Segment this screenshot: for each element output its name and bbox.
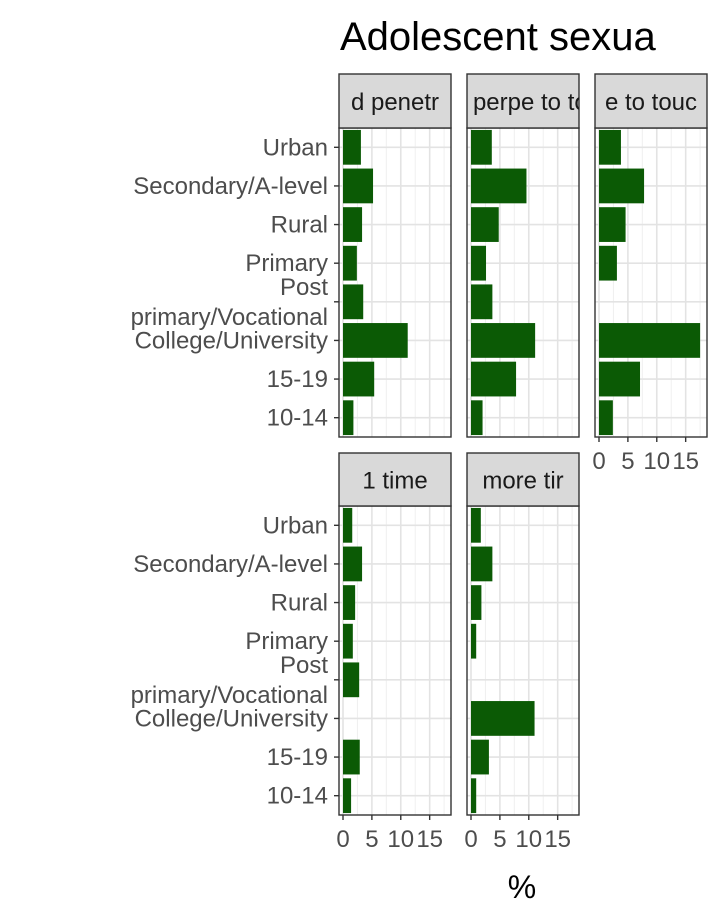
bar-college-university [599,323,701,358]
facet-strip [338,452,452,507]
facet-panel: but perpe to touc [433,73,613,438]
bar-urban [471,507,481,543]
bar-10-14 [343,400,354,436]
bar-post-primary-vocational [343,284,364,320]
bar-10-14 [471,778,477,814]
bar-post-primary-vocational [343,662,360,698]
bar-primary [471,623,477,659]
x-axis-label: % [508,869,536,905]
x-tick-label: 10 [643,448,670,475]
bar-15-19 [343,361,375,397]
y-tick-label: Primary [245,628,328,655]
y-tick-label: Post [280,652,328,679]
facet-strip [466,452,580,507]
y-tick-label: Urban [263,134,328,161]
y-tick-label: Rural [271,590,328,617]
y-tick-label: 10-14 [267,405,328,432]
bar-rural [599,207,626,242]
bar-rural [471,207,499,242]
facet-strip [338,73,452,129]
bar-15-19 [471,739,489,775]
bar-urban [471,129,492,165]
x-tick-label: 10 [515,826,542,853]
x-tick-label: 0 [464,826,477,853]
x-tick-label: 5 [493,826,506,853]
facet-panel: 1 time Urban Secondary/A-level Rural Primary… [131,452,452,853]
facet-panels: d penetr Urban Secondary/A-level Rural Prima… [131,73,708,853]
bar-rural [471,585,482,620]
facet-strip [594,73,708,129]
bar-primary [471,245,487,281]
y-tick-label: Urban [263,512,328,539]
y-tick-label: 15-19 [267,744,328,771]
y-tick-label: 15-19 [267,366,328,393]
x-tick-label: 0 [592,448,605,475]
y-tick-label: primary/Vocational [131,304,328,331]
bar-secondary-a-level [599,168,645,204]
bar-15-19 [471,361,517,397]
y-tick-label: College/University [135,327,328,354]
y-tick-label: College/University [135,705,328,732]
x-tick-label: 10 [387,826,414,853]
y-tick-label: Secondary/A-level [133,173,328,200]
bar-10-14 [343,778,352,814]
x-tick-label: 15 [672,448,699,475]
x-tick-label: 15 [544,826,571,853]
y-tick-label: Primary [245,250,328,277]
y-tick-label: Rural [271,212,328,239]
facet-strip-label: d penetr [351,89,439,116]
bar-rural [343,207,363,242]
x-tick-label: 15 [416,826,443,853]
x-tick-label: 5 [365,826,378,853]
facet-strip-label: 1 time [362,468,427,495]
bar-10-14 [599,400,613,436]
facet-strip-label: but perpe to touc [433,89,613,116]
facet-strip-label: more tir [482,468,563,495]
bar-urban [599,129,621,165]
bar-secondary-a-level [471,546,493,582]
bar-urban [343,129,361,165]
bar-10-14 [471,400,483,436]
bar-15-19 [599,361,641,397]
bar-secondary-a-level [343,546,363,582]
facet-strip-label: e to touc [605,89,697,116]
bar-college-university [343,323,408,358]
bar-post-primary-vocational [471,284,493,320]
bar-college-university [471,323,536,358]
y-tick-label: primary/Vocational [131,682,328,709]
chart-title: Adolescent sexua [340,15,657,59]
bar-primary [343,623,353,659]
bar-secondary-a-level [471,168,527,204]
bar-college-university [471,701,535,736]
y-tick-label: Post [280,274,328,301]
bar-rural [343,585,356,620]
y-tick-label: 10-14 [267,783,328,810]
bar-primary [343,245,357,281]
facet-panel: d penetr Urban Secondary/A-level Rural Prima… [131,73,452,438]
bar-15-19 [343,739,360,775]
bar-urban [343,507,353,543]
bar-primary [599,245,617,281]
facet-panel: more tir 0 5 10 15 [464,452,580,853]
bar-secondary-a-level [343,168,374,204]
y-tick-label: Secondary/A-level [133,551,328,578]
x-tick-label: 5 [621,448,634,475]
x-tick-label: 0 [336,826,349,853]
facet-strip [466,73,580,129]
facet-panel: e to touc 0 5 10 15 [592,73,708,475]
